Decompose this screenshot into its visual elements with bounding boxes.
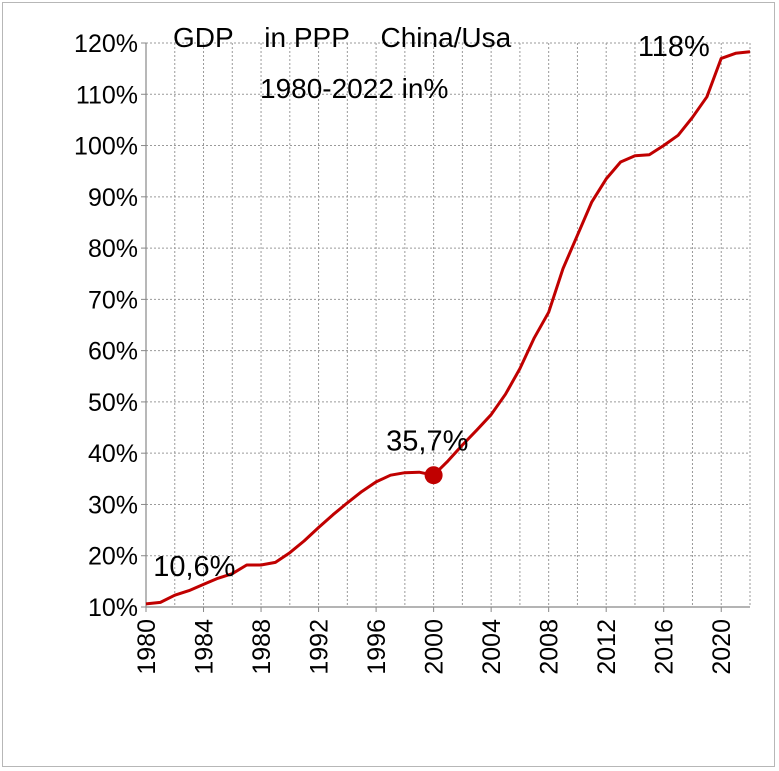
title-line-1: GDP in PPP China/Usa	[173, 22, 512, 53]
line-chart: 10%20%30%40%50%60%70%80%90%100%110%120% …	[74, 22, 751, 675]
data-series	[145, 50, 751, 606]
title-line-2: 1980-2022 in%	[260, 73, 448, 104]
y-tick-label: 90%	[88, 184, 138, 212]
y-tick-label: 60%	[88, 338, 138, 366]
y-tick-label: 10%	[88, 594, 138, 622]
gridlines	[146, 42, 751, 607]
series-line	[145, 50, 751, 606]
annotation-label: 118%	[638, 31, 710, 63]
x-tick-label: 1984	[191, 619, 219, 675]
x-tick-label: 2000	[421, 619, 449, 675]
chart-title: GDP in PPP China/Usa 1980-2022 in%	[173, 22, 512, 104]
y-tick-label: 20%	[88, 543, 138, 571]
axes	[141, 42, 750, 612]
annotation-label: 10,6%	[153, 551, 235, 583]
y-tick-label: 30%	[88, 491, 138, 519]
x-tick-label: 2004	[478, 619, 506, 675]
x-tick-label: 2008	[536, 619, 564, 675]
highlight-point-2000	[424, 466, 443, 485]
x-tick-label: 1996	[363, 619, 391, 675]
x-tick-labels: 1980 1984 1988 1992 1996 2000 2004 2008 2012 2016…	[133, 619, 736, 675]
x-tick-label: 2016	[651, 619, 679, 675]
y-tick-labels: 10% 20% 30% 40% 50% 60% 70% 80% 90% 100% 110% 120%	[74, 30, 138, 622]
y-tick-label: 50%	[88, 389, 138, 417]
x-tick-label: 1980	[133, 619, 161, 675]
x-tick-label: 2012	[593, 619, 621, 675]
y-tick-label: 70%	[88, 286, 138, 314]
x-tick-label: 1992	[306, 619, 334, 675]
x-tick-label: 2020	[708, 619, 736, 675]
y-tick-label: 40%	[88, 440, 138, 468]
annotations: 10,6% 35,7% 118%	[153, 31, 710, 583]
y-tick-label: 120%	[74, 30, 138, 58]
annotation-label: 35,7%	[386, 426, 468, 458]
y-tick-label: 110%	[76, 81, 138, 109]
x-tick-label: 1988	[248, 619, 276, 675]
y-tick-label: 80%	[88, 235, 138, 263]
y-tick-label: 100%	[74, 133, 138, 161]
